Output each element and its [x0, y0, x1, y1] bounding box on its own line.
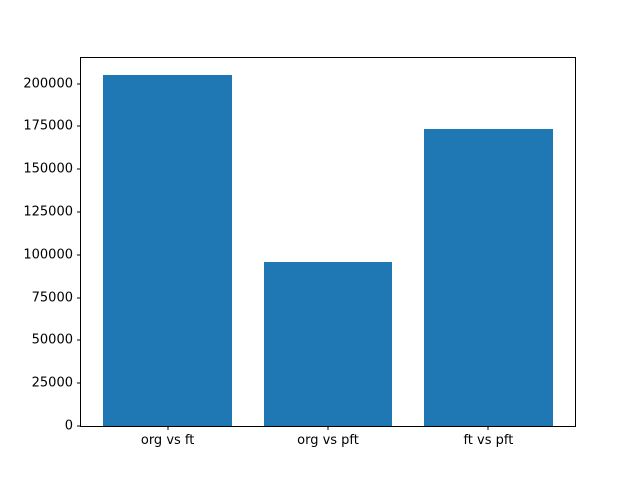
y-tick-mark — [77, 125, 81, 127]
y-tick-mark — [77, 211, 81, 213]
bar-ft-vs-pft — [424, 129, 553, 426]
x-tick-label: org vs ft — [140, 433, 195, 448]
bar-org-vs-ft — [103, 75, 232, 426]
y-tick-label: 75000 — [31, 290, 73, 306]
y-tick-label: 25000 — [31, 375, 73, 391]
y-tick-label: 200000 — [23, 76, 73, 92]
y-axis: 0 25000 50000 75000 100000 125000 150000 175000… — [23, 58, 575, 433]
x-tick-mark — [327, 426, 329, 430]
x-tick-label: ft vs pft — [463, 433, 514, 448]
y-tick-mark — [77, 339, 81, 341]
y-tick-label: 50000 — [31, 332, 73, 348]
y-tick-mark — [77, 168, 81, 170]
y-tick-mark — [77, 83, 81, 85]
y-tick-mark — [77, 425, 81, 427]
y-tick-label: 150000 — [23, 161, 73, 177]
x-tick-mark — [167, 426, 169, 430]
y-tick-mark — [77, 382, 81, 384]
plot-area: 0 25000 50000 75000 100000 125000 150000 175000… — [23, 57, 576, 447]
y-tick-mark — [77, 254, 81, 256]
bars-layer — [81, 58, 575, 426]
y-tick-label: 100000 — [23, 247, 73, 263]
y-tick-mark — [77, 297, 81, 299]
bar-org-vs-pft — [263, 262, 393, 426]
y-tick-label: 175000 — [23, 118, 73, 134]
y-tick-label: 125000 — [23, 204, 73, 220]
y-tick-label: 0 — [64, 418, 73, 434]
x-tick-mark — [487, 426, 489, 430]
x-tick-label: org vs pft — [297, 433, 359, 448]
x-axis: org vs ft org vs pft ft vs pft — [81, 58, 575, 447]
